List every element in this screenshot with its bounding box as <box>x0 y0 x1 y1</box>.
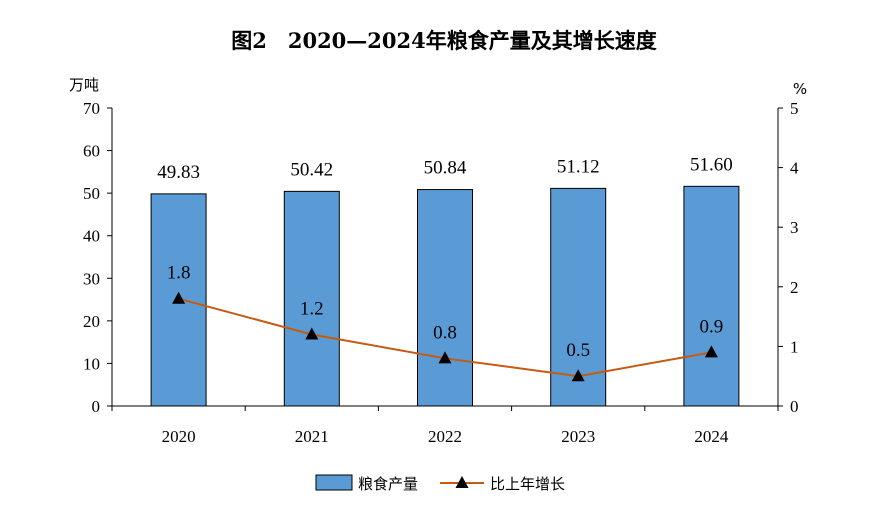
y-left-tick-label: 40 <box>83 227 100 246</box>
chart-title: 图2 2020—2024年粮食产量及其增长速度 <box>231 28 657 53</box>
bar-data-label: 49.83 <box>157 162 200 183</box>
line-point-triangle <box>172 291 186 304</box>
line-data-label: 0.8 <box>433 322 457 343</box>
y-left-tick-label: 50 <box>83 184 100 203</box>
line-point-triangle <box>704 345 718 358</box>
legend: 粮食产量 比上年增长 <box>315 474 565 493</box>
legend-triangle-marker <box>455 476 469 488</box>
legend-bar-swatch <box>315 474 353 491</box>
bar <box>417 189 473 407</box>
x-tick-label: 2024 <box>694 427 729 446</box>
bar <box>283 190 340 407</box>
line-point-triangle <box>305 327 319 340</box>
bar <box>683 185 740 407</box>
left-axis-unit: 万吨 <box>69 76 99 94</box>
y-left-tick-label: 70 <box>83 99 100 118</box>
line-point-triangle <box>571 369 585 382</box>
y-right-tick-label: 0 <box>790 397 799 416</box>
y-left-tick-label: 30 <box>83 269 100 288</box>
legend-line-label: 比上年增长 <box>490 475 565 493</box>
line-data-label: 1.2 <box>300 298 324 319</box>
x-tick-label: 2023 <box>561 427 595 446</box>
bar-data-label: 50.42 <box>290 159 333 180</box>
line-point-triangle <box>438 351 452 364</box>
y-right-tick-label: 2 <box>790 278 799 297</box>
line-data-label: 0.9 <box>700 316 724 337</box>
x-tick-label: 2021 <box>295 427 329 446</box>
plot-area: 0 10 20 30 40 50 60 70 0 1 2 3 4 5 2020 2021 2022 2023 202… <box>83 99 799 446</box>
bar-data-label: 50.84 <box>424 158 467 179</box>
x-tick-label: 2020 <box>162 427 196 446</box>
y-left-tick-label: 20 <box>83 312 100 331</box>
right-axis-unit: % <box>793 80 807 98</box>
line-data-label: 0.5 <box>566 340 590 361</box>
bar-data-label: 51.12 <box>557 156 600 177</box>
line-data-label: 1.8 <box>167 263 191 284</box>
y-left-tick-label: 0 <box>92 397 101 416</box>
y-right-tick-label: 3 <box>790 218 799 237</box>
y-right-tick-label: 1 <box>790 337 799 356</box>
bar-data-label: 51.60 <box>690 154 733 175</box>
y-right-tick-label: 4 <box>790 159 799 178</box>
y-left-tick-label: 60 <box>83 142 100 161</box>
legend-bar-label: 粮食产量 <box>358 475 418 493</box>
y-left-tick-label: 10 <box>83 354 100 373</box>
y-right-tick-label: 5 <box>790 99 799 118</box>
x-tick-label: 2022 <box>428 427 462 446</box>
